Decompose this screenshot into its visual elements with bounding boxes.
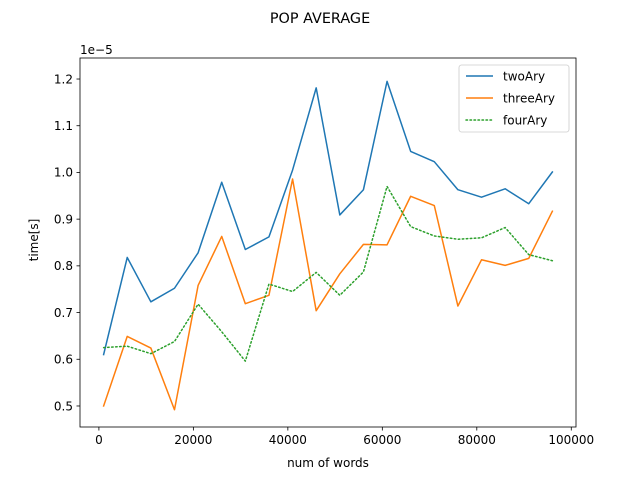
legend-label-threeAry: threeAry (503, 91, 555, 105)
x-axis-label: num of words (287, 456, 369, 470)
x-tick-label: 40000 (269, 433, 307, 447)
chart-title: POP AVERAGE (270, 11, 370, 27)
x-tick-label: 80000 (458, 433, 496, 447)
legend-label-fourAry: fourAry (503, 113, 547, 127)
series-line-twoAry (102, 80, 554, 356)
x-tick-label: 20000 (174, 433, 212, 447)
x-tick-label: 0 (95, 433, 103, 447)
legend: twoAry threeAry fourAry (458, 64, 570, 133)
y-tick-label: 0.6 (54, 353, 73, 367)
y-tick-label: 0.7 (54, 306, 73, 320)
y-axis-ticks: 0.5 0.6 0.7 0.8 0.9 1.0 1.1 1.2 (54, 72, 80, 413)
plot-area (79, 57, 577, 428)
x-tick-label: 60000 (363, 433, 401, 447)
y-axis-label: time[s] (27, 219, 41, 262)
series-line-fourAry (102, 185, 554, 362)
y-tick-label: 1.2 (54, 72, 73, 86)
y-tick-label: 1.1 (54, 119, 73, 133)
plot-frame (79, 57, 577, 428)
legend-label-twoAry: twoAry (503, 69, 545, 83)
y-tick-label: 1.0 (54, 166, 73, 180)
x-axis-ticks: 0 20000 40000 60000 80000 100000 (95, 427, 594, 447)
series-lines (102, 80, 554, 411)
legend-box (458, 64, 570, 133)
y-tick-label: 0.9 (54, 212, 73, 226)
y-tick-label: 0.8 (54, 259, 73, 273)
x-tick-label: 100000 (548, 433, 594, 447)
series-line-threeAry (102, 178, 554, 411)
y-offset-label: 1e−5 (80, 43, 113, 57)
y-tick-label: 0.5 (54, 399, 73, 413)
